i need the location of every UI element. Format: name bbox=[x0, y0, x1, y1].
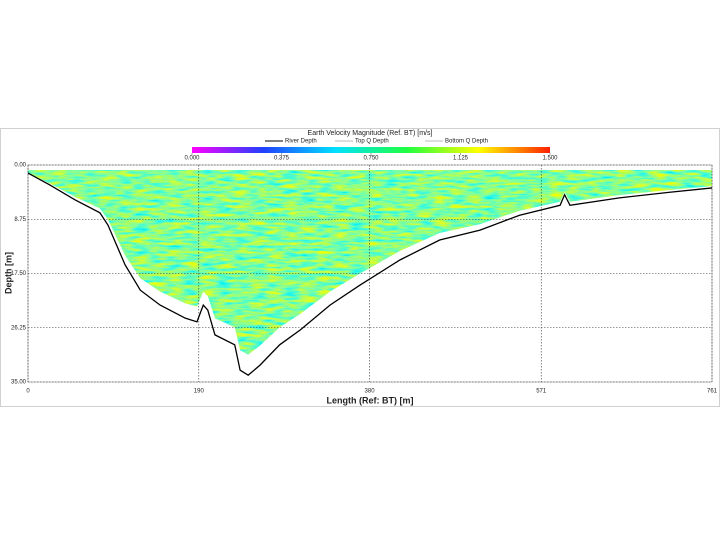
y-tick-label: 35.00 bbox=[11, 380, 27, 386]
y-tick-label: 26.25 bbox=[11, 325, 27, 331]
x-tick-label: 380 bbox=[365, 389, 376, 395]
colorbar-tick-label: 1.125 bbox=[453, 156, 469, 162]
y-tick-label: 8.75 bbox=[14, 217, 26, 223]
colorbar bbox=[192, 147, 550, 153]
x-tick-label: 761 bbox=[707, 389, 718, 395]
x-tick-label: 571 bbox=[536, 389, 547, 395]
legend-label: River Depth bbox=[285, 139, 317, 145]
x-tick-label: 0 bbox=[26, 389, 30, 395]
chart-title: Earth Velocity Magnitude (Ref. BT) [m/s] bbox=[308, 130, 433, 137]
legend-label: Bottom Q Depth bbox=[445, 139, 488, 145]
y-axis-label: Depth [m] bbox=[3, 252, 13, 294]
colorbar-tick-label: 0.750 bbox=[363, 156, 379, 162]
y-tick-label: 0.00 bbox=[14, 163, 26, 169]
x-axis-label: Length (Ref: BT) [m] bbox=[327, 395, 414, 405]
colorbar-tick-label: 1.500 bbox=[542, 156, 558, 162]
river-depth-line bbox=[27, 172, 713, 376]
y-tick-label: 17.50 bbox=[11, 271, 27, 277]
x-tick-label: 190 bbox=[194, 389, 205, 395]
legend-label: Top Q Depth bbox=[355, 139, 389, 145]
colorbar-tick-label: 0.375 bbox=[274, 156, 290, 162]
colorbar-tick-label: 0.000 bbox=[184, 156, 200, 162]
